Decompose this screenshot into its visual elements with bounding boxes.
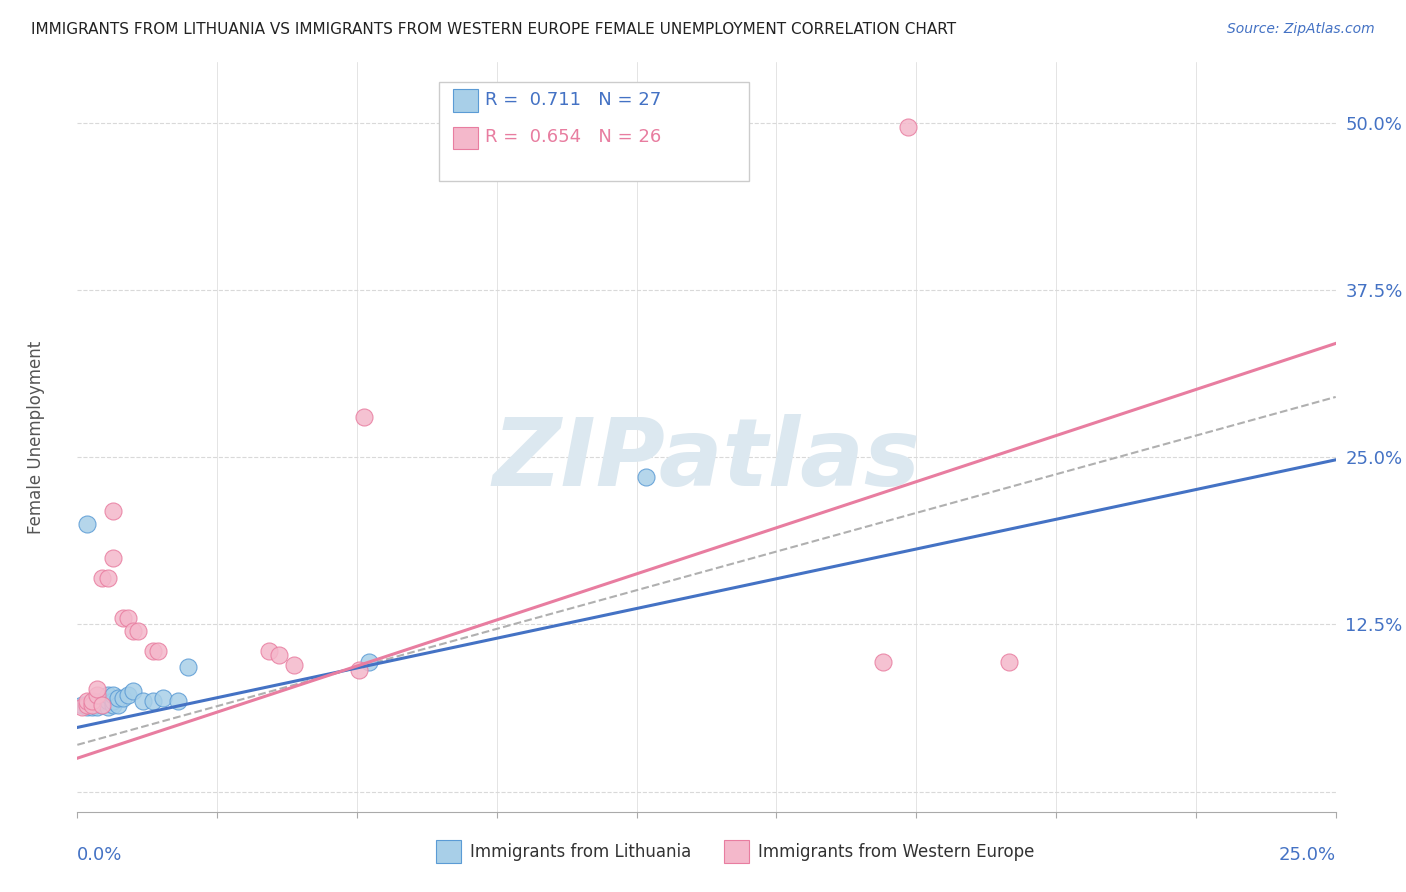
Point — [86, 681, 108, 696]
Point — [82, 700, 104, 714]
Point — [96, 700, 118, 714]
Point — [82, 695, 104, 709]
Point — [91, 698, 114, 712]
Point — [121, 624, 143, 639]
Text: 25.0%: 25.0% — [1278, 847, 1336, 864]
Point — [146, 644, 169, 658]
Point — [257, 644, 280, 658]
Point — [111, 690, 134, 705]
Point — [359, 655, 381, 669]
Point — [167, 694, 190, 708]
Point — [127, 624, 149, 639]
Text: 0.0%: 0.0% — [77, 847, 122, 864]
Point — [111, 611, 134, 625]
Text: R =  0.654   N = 26: R = 0.654 N = 26 — [485, 128, 661, 146]
Point — [76, 517, 98, 532]
Point — [91, 694, 114, 708]
Point — [91, 698, 114, 712]
Point — [897, 120, 920, 134]
Point — [142, 694, 165, 708]
Point — [347, 663, 370, 677]
Text: ZIPatlas: ZIPatlas — [492, 414, 921, 506]
Point — [997, 655, 1019, 669]
Point — [177, 660, 200, 674]
Point — [96, 571, 118, 585]
Point — [872, 655, 894, 669]
Point — [76, 698, 98, 712]
Point — [101, 503, 124, 517]
Point — [96, 689, 118, 703]
Point — [121, 684, 143, 698]
Text: Source: ZipAtlas.com: Source: ZipAtlas.com — [1227, 22, 1375, 37]
Point — [267, 648, 290, 662]
Point — [353, 410, 375, 425]
Text: R =  0.711   N = 27: R = 0.711 N = 27 — [485, 91, 661, 109]
Point — [76, 700, 98, 714]
Text: Immigrants from Lithuania: Immigrants from Lithuania — [470, 843, 690, 861]
Point — [82, 698, 104, 712]
Point — [107, 690, 129, 705]
Point — [636, 470, 658, 484]
Point — [117, 689, 139, 703]
Point — [117, 611, 139, 625]
Point — [132, 694, 155, 708]
Text: Female Unemployment: Female Unemployment — [27, 341, 45, 533]
Point — [152, 690, 174, 705]
Point — [82, 694, 104, 708]
Point — [101, 689, 124, 703]
Point — [101, 694, 124, 708]
Point — [91, 571, 114, 585]
Point — [86, 700, 108, 714]
Point — [101, 550, 124, 565]
Point — [101, 698, 124, 712]
Point — [86, 695, 108, 709]
Point — [96, 694, 118, 708]
Text: IMMIGRANTS FROM LITHUANIA VS IMMIGRANTS FROM WESTERN EUROPE FEMALE UNEMPLOYMENT : IMMIGRANTS FROM LITHUANIA VS IMMIGRANTS … — [31, 22, 956, 37]
Point — [283, 657, 305, 672]
Point — [142, 644, 165, 658]
Text: Immigrants from Western Europe: Immigrants from Western Europe — [758, 843, 1035, 861]
Point — [86, 689, 108, 703]
Point — [107, 698, 129, 712]
Point — [72, 698, 94, 712]
Point — [76, 694, 98, 708]
Point — [72, 700, 94, 714]
